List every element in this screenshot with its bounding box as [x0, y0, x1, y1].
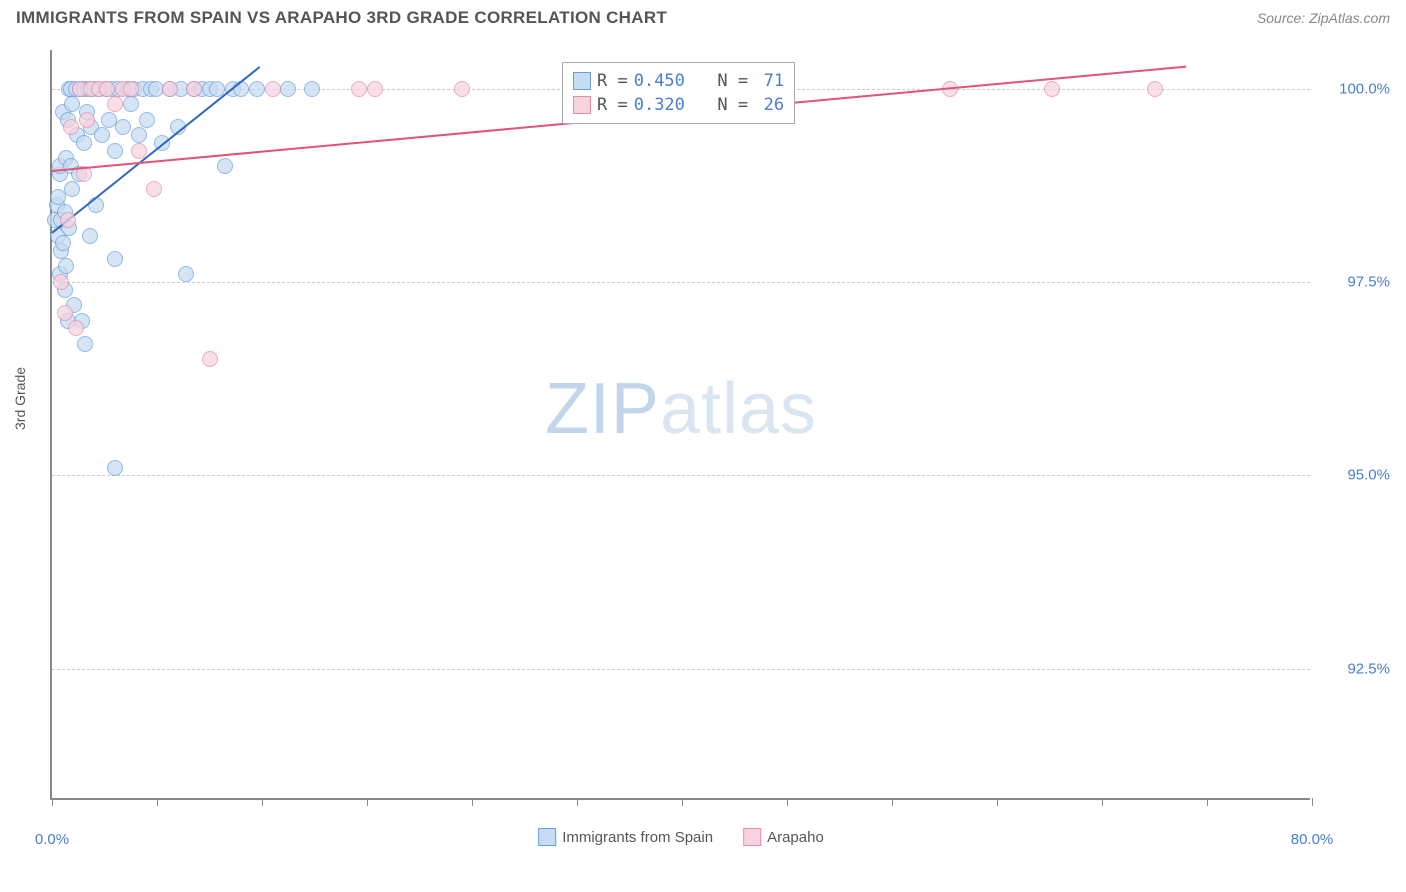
data-point-arapaho	[146, 181, 162, 197]
source-label: Source: ZipAtlas.com	[1257, 10, 1390, 26]
x-tick	[892, 798, 893, 806]
legend-swatch-spain	[538, 828, 556, 846]
data-point-spain	[107, 460, 123, 476]
stats-row-spain: R = 0.450 N = 71	[573, 69, 784, 93]
swatch-arapaho	[573, 96, 591, 114]
data-point-spain	[280, 81, 296, 97]
r-label: R =	[597, 71, 628, 91]
data-point-spain	[139, 112, 155, 128]
data-point-arapaho	[186, 81, 202, 97]
data-point-arapaho	[60, 212, 76, 228]
data-point-arapaho	[1044, 81, 1060, 97]
x-tick	[1102, 798, 1103, 806]
legend: Immigrants from Spain Arapaho	[538, 828, 824, 846]
data-point-spain	[64, 181, 80, 197]
legend-swatch-arapaho	[743, 828, 761, 846]
x-tick	[262, 798, 263, 806]
data-point-arapaho	[57, 305, 73, 321]
data-point-arapaho	[265, 81, 281, 97]
x-tick	[1312, 798, 1313, 806]
data-point-arapaho	[68, 320, 84, 336]
data-point-arapaho	[162, 81, 178, 97]
data-point-arapaho	[367, 81, 383, 97]
data-point-arapaho	[202, 351, 218, 367]
data-point-spain	[217, 158, 233, 174]
r-value-arapaho: 0.320	[634, 95, 685, 115]
data-point-spain	[94, 127, 110, 143]
stats-box: R = 0.450 N = 71 R = 0.320 N = 26	[562, 62, 795, 124]
chart-title: IMMIGRANTS FROM SPAIN VS ARAPAHO 3RD GRA…	[16, 8, 667, 28]
n-label: N =	[717, 95, 748, 115]
x-tick	[52, 798, 53, 806]
data-point-spain	[123, 96, 139, 112]
x-tick	[787, 798, 788, 806]
data-point-spain	[77, 336, 93, 352]
data-point-spain	[107, 251, 123, 267]
y-tick-label: 100.0%	[1320, 80, 1390, 97]
data-point-spain	[249, 81, 265, 97]
data-point-arapaho	[351, 81, 367, 97]
watermark: ZIPatlas	[545, 368, 817, 450]
data-point-spain	[115, 119, 131, 135]
x-tick-label: 80.0%	[1291, 831, 1334, 848]
data-point-arapaho	[99, 81, 115, 97]
legend-item-arapaho: Arapaho	[743, 828, 824, 846]
data-point-arapaho	[131, 143, 147, 159]
y-tick-label: 95.0%	[1320, 467, 1390, 484]
data-point-arapaho	[123, 81, 139, 97]
n-value-spain: 71	[754, 71, 784, 91]
gridline	[52, 475, 1310, 476]
data-point-spain	[55, 235, 71, 251]
data-point-spain	[304, 81, 320, 97]
data-point-arapaho	[454, 81, 470, 97]
scatter-chart: ZIPatlas 92.5%95.0%97.5%100.0%0.0%80.0%R…	[50, 50, 1310, 800]
y-tick-label: 92.5%	[1320, 660, 1390, 677]
x-tick	[472, 798, 473, 806]
data-point-spain	[107, 143, 123, 159]
data-point-spain	[58, 258, 74, 274]
x-tick	[997, 798, 998, 806]
r-label: R =	[597, 95, 628, 115]
data-point-arapaho	[53, 274, 69, 290]
data-point-spain	[76, 135, 92, 151]
legend-label-arapaho: Arapaho	[767, 829, 824, 846]
data-point-arapaho	[63, 119, 79, 135]
r-value-spain: 0.450	[634, 71, 685, 91]
x-tick	[682, 798, 683, 806]
x-tick	[157, 798, 158, 806]
x-tick	[367, 798, 368, 806]
data-point-arapaho	[107, 96, 123, 112]
data-point-arapaho	[1147, 81, 1163, 97]
n-value-arapaho: 26	[754, 95, 784, 115]
legend-label-spain: Immigrants from Spain	[562, 829, 713, 846]
data-point-spain	[178, 266, 194, 282]
data-point-arapaho	[79, 112, 95, 128]
legend-item-spain: Immigrants from Spain	[538, 828, 713, 846]
x-tick	[1207, 798, 1208, 806]
n-label: N =	[717, 71, 748, 91]
gridline	[52, 282, 1310, 283]
data-point-spain	[131, 127, 147, 143]
x-tick-label: 0.0%	[35, 831, 69, 848]
y-axis-label: 3rd Grade	[12, 367, 28, 430]
swatch-spain	[573, 72, 591, 90]
gridline	[52, 669, 1310, 670]
stats-row-arapaho: R = 0.320 N = 26	[573, 93, 784, 117]
x-tick	[577, 798, 578, 806]
data-point-spain	[82, 228, 98, 244]
y-tick-label: 97.5%	[1320, 273, 1390, 290]
